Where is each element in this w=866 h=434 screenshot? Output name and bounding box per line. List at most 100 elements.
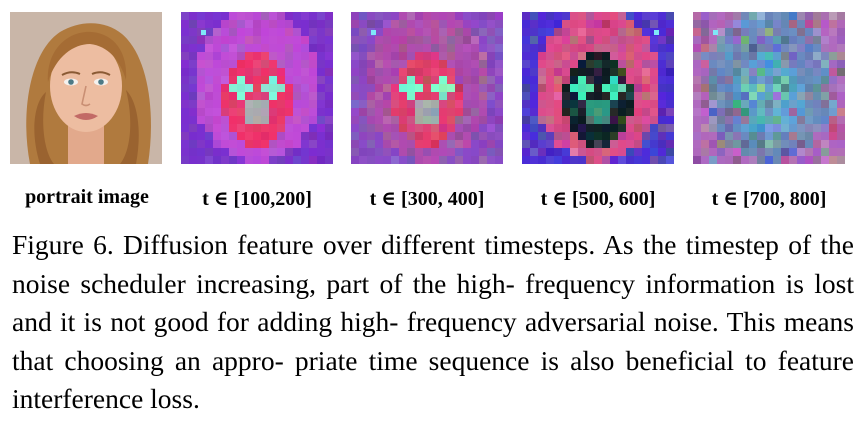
feature-pixel: [359, 36, 367, 44]
feature-pixel: [626, 156, 634, 164]
feature-pixel: [626, 28, 634, 36]
feature-pixel: [325, 124, 333, 132]
feature-pixel: [301, 124, 309, 132]
feature-pixel: [578, 12, 586, 20]
feature-pixel: [423, 84, 431, 92]
feature-pixel: [733, 92, 741, 100]
feature-pixel: [554, 60, 562, 68]
feature-pixel: [725, 116, 733, 124]
feature-pixel: [586, 20, 594, 28]
feature-pixel: [221, 84, 229, 92]
feature-pixel: [538, 124, 546, 132]
feature-pixel: [829, 100, 837, 108]
feature-pixel: [733, 148, 741, 156]
feature-pixel: [479, 28, 487, 36]
feature-pixel: [709, 44, 717, 52]
feature-pixel: [383, 44, 391, 52]
feature-pixel: [773, 124, 781, 132]
feature-pixel: [197, 100, 205, 108]
feature-pixel: [725, 52, 733, 60]
feature-pixel: [733, 140, 741, 148]
feature-pixel: [570, 92, 578, 100]
feature-pixel: [439, 20, 447, 28]
feature-pixel: [325, 20, 333, 28]
feature-pixel: [813, 12, 821, 20]
feature-pixel: [205, 108, 213, 116]
feature-pixel: [602, 140, 610, 148]
feature-pixel: [237, 92, 245, 100]
feature-pixel: [463, 116, 471, 124]
feature-pixel: [487, 52, 495, 60]
feature-pixel: [626, 60, 634, 68]
feature-pixel: [245, 28, 253, 36]
feature-pixel: [439, 100, 447, 108]
feature-pixel: [725, 92, 733, 100]
feature-pixel: [554, 28, 562, 36]
feature-pixel: [359, 124, 367, 132]
feature-pixel: [837, 100, 845, 108]
feature-pixel: [375, 140, 383, 148]
feature-pixel: [293, 108, 301, 116]
feature-pixel: [709, 116, 717, 124]
feature-pixel: [205, 124, 213, 132]
feature-pixel: [351, 108, 359, 116]
feature-pixel: [733, 100, 741, 108]
feature-pixel: [181, 36, 189, 44]
feature-pixel: [805, 84, 813, 92]
feature-pixel: [829, 60, 837, 68]
feature-pixel: [642, 84, 650, 92]
feature-pixel: [618, 12, 626, 20]
feature-pixel: [391, 28, 399, 36]
feature-pixel: [829, 148, 837, 156]
feature-map-t300-400: [351, 12, 503, 164]
feature-pixel: [733, 132, 741, 140]
feature-pixel: [829, 92, 837, 100]
feature-pixel: [495, 132, 503, 140]
feature-pixel: [261, 92, 269, 100]
feature-pixel: [773, 108, 781, 116]
feature-pixel: [407, 28, 415, 36]
feature-pixel: [634, 100, 642, 108]
feature-pixel: [821, 108, 829, 116]
feature-pixel: [666, 28, 674, 36]
feature-pixel: [829, 84, 837, 92]
feature-pixel: [407, 84, 415, 92]
feature-pixel: [562, 76, 570, 84]
feature-pixel: [554, 148, 562, 156]
feature-pixel: [773, 156, 781, 164]
feature-pixel: [197, 92, 205, 100]
feature-pixel: [717, 124, 725, 132]
feature-pixel: [570, 156, 578, 164]
feature-pixel: [495, 124, 503, 132]
feature-pixel: [229, 156, 237, 164]
feature-pixel: [813, 100, 821, 108]
feature-pixel: [213, 12, 221, 20]
feature-pixel: [423, 124, 431, 132]
feature-pixel: [765, 20, 773, 28]
feature-pixel: [797, 116, 805, 124]
feature-pixel: [634, 36, 642, 44]
feature-pixel: [546, 156, 554, 164]
feature-pixel: [197, 20, 205, 28]
feature-pixel: [487, 68, 495, 76]
feature-pixel: [546, 132, 554, 140]
feature-pixel: [471, 60, 479, 68]
feature-pixel: [733, 52, 741, 60]
feature-pixel: [181, 52, 189, 60]
feature-pixel: [351, 60, 359, 68]
feature-pixel: [359, 92, 367, 100]
feature-pixel: [578, 84, 586, 92]
feature-pixel: [658, 100, 666, 108]
feature-pixel: [586, 124, 594, 132]
feature-pixel: [293, 148, 301, 156]
feature-pixel: [821, 68, 829, 76]
feature-pixel: [253, 76, 261, 84]
feature-pixel: [602, 156, 610, 164]
feature-pixel: [471, 20, 479, 28]
feature-pixel: [610, 124, 618, 132]
feature-pixel: [463, 140, 471, 148]
feature-pixel: [522, 116, 530, 124]
feature-pixel: [309, 76, 317, 84]
feature-pixel: [399, 84, 407, 92]
feature-pixel: [693, 156, 701, 164]
